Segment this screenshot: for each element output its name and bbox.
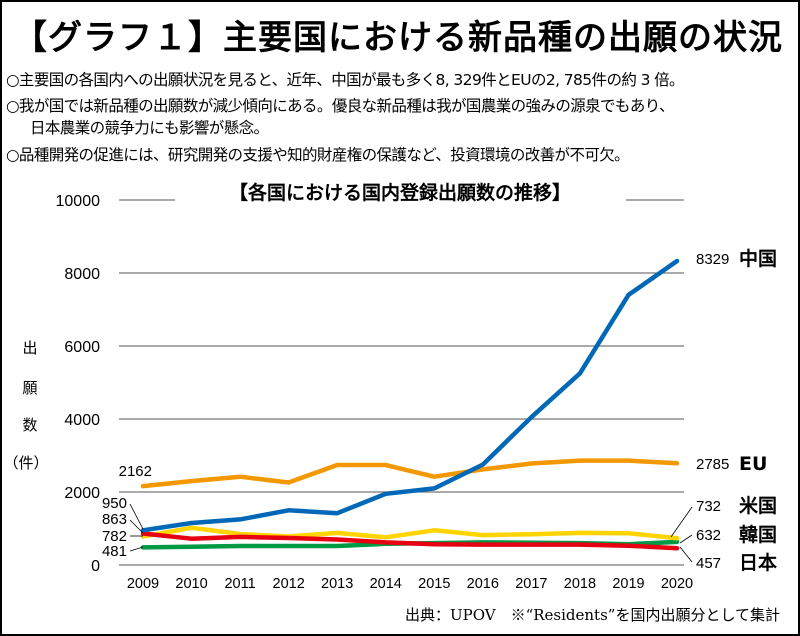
x-tick-label: 2019 bbox=[612, 576, 644, 592]
x-tick-label: 2015 bbox=[418, 576, 450, 592]
x-tick-label: 2017 bbox=[515, 576, 547, 592]
bullet-3: ○品種開発の促進には、研究開発の支援や知的財産権の保護など、投資環境の改善が不可… bbox=[6, 146, 630, 164]
start-value-label: 950 bbox=[102, 495, 127, 512]
x-tick-label: 2016 bbox=[467, 576, 499, 592]
end-value-label: 632 bbox=[696, 527, 721, 544]
series-line-EU bbox=[140, 458, 680, 489]
x-tick-label: 2014 bbox=[370, 576, 402, 592]
leader-line bbox=[679, 546, 693, 563]
x-tick-label: 2011 bbox=[224, 576, 255, 592]
start-value-label: 481 bbox=[102, 543, 127, 560]
x-tick-label: 2009 bbox=[127, 576, 159, 592]
y-axis-label-3: 数 bbox=[22, 416, 37, 434]
y-tick-label: 6000 bbox=[64, 339, 100, 356]
start-value-label: 782 bbox=[102, 528, 127, 545]
series-name-label: 米国 bbox=[739, 494, 777, 517]
end-value-label: 2785 bbox=[696, 456, 729, 473]
y-axis-label-2: 願 bbox=[22, 379, 37, 397]
series-line-中国 bbox=[140, 258, 680, 533]
page-title: 【グラフ１】主要国における新品種の出願の状況 bbox=[13, 18, 783, 58]
y-tick-label: 10000 bbox=[56, 193, 101, 210]
y-tick-label: 2000 bbox=[64, 485, 100, 502]
leader-line bbox=[670, 506, 693, 538]
y-tick-label: 8000 bbox=[64, 266, 100, 283]
leader-line bbox=[129, 503, 144, 530]
y-tick-label: 0 bbox=[91, 558, 100, 575]
leader-line bbox=[129, 546, 144, 552]
source-note: 出典：UPOV ※“Residents”を国内出願分として集計 bbox=[405, 606, 780, 624]
bullet-2-continued: 日本農業の競争力にも影響が懸念。 bbox=[30, 119, 269, 137]
bullet-2: ○我が国では新品種の出願数が減少傾向にある。優良な新品種は我が国農業の強みの源泉… bbox=[6, 97, 675, 115]
start-value-label: 2162 bbox=[119, 463, 152, 480]
end-value-label: 457 bbox=[696, 555, 721, 572]
y-tick-label: 4000 bbox=[64, 412, 100, 429]
chart-title: 【各国における国内登録出願数の推移】 bbox=[229, 181, 571, 204]
series-name-label: 中国 bbox=[739, 247, 777, 270]
x-tick-label: 2010 bbox=[175, 576, 207, 592]
x-tick-label: 2013 bbox=[321, 576, 353, 592]
y-axis-label-4: （件） bbox=[3, 454, 48, 472]
x-tick-label: 2020 bbox=[661, 576, 693, 592]
leader-line bbox=[679, 534, 693, 544]
y-axis-label-1: 出 bbox=[22, 339, 37, 357]
end-value-label: 732 bbox=[696, 498, 721, 515]
series-name-label: 韓国 bbox=[739, 523, 777, 546]
start-value-label: 863 bbox=[102, 511, 127, 528]
series-name-label: 日本 bbox=[739, 551, 777, 574]
x-tick-label: 2018 bbox=[564, 576, 596, 592]
series-name-label: EU bbox=[739, 453, 767, 475]
series-line-日本 bbox=[140, 531, 680, 551]
end-value-label: 8329 bbox=[696, 251, 729, 268]
bullet-1: ○主要国の各国内への出願状況を見ると、近年、中国が最も多く8, 329件とEUの… bbox=[6, 71, 685, 89]
x-tick-label: 2012 bbox=[273, 576, 305, 592]
leader-line bbox=[129, 519, 144, 534]
series-line-米国 bbox=[140, 525, 680, 541]
